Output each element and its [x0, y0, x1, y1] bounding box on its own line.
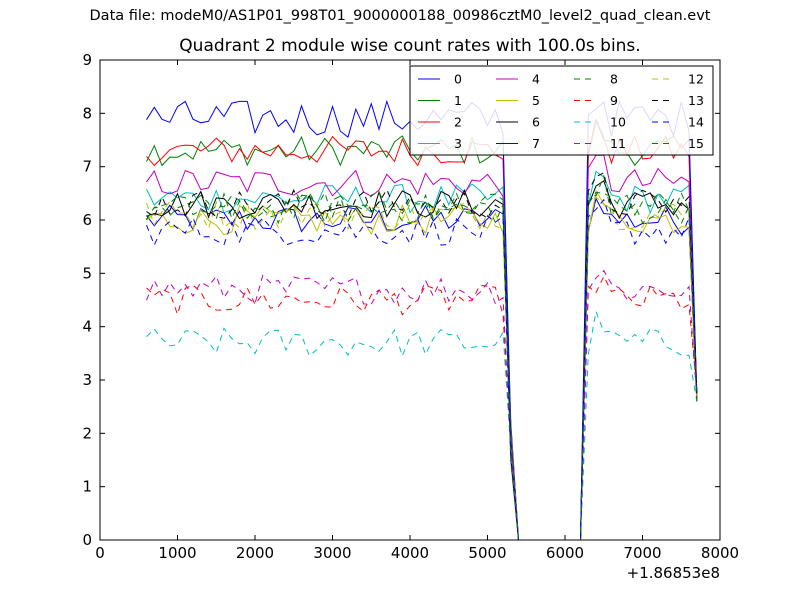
legend-label-14: 14	[688, 115, 704, 130]
series-line-15	[146, 191, 698, 541]
series-line-6	[146, 180, 698, 541]
legend-label-6: 6	[532, 115, 540, 130]
y-tick-label: 0	[82, 531, 92, 549]
legend-label-10: 10	[610, 115, 626, 130]
x-tick-label: 5000	[468, 544, 506, 562]
series-line-10	[146, 309, 698, 541]
y-tick-label: 3	[82, 371, 92, 389]
y-tick-label: 1	[82, 478, 92, 496]
series-line-7	[146, 99, 698, 541]
y-tick-label: 2	[82, 424, 92, 442]
legend-label-8: 8	[610, 72, 618, 87]
x-tick-label: 0	[95, 544, 105, 562]
legend-label-13: 13	[688, 93, 704, 108]
x-tick-label: 2000	[236, 544, 274, 562]
legend-label-3: 3	[454, 136, 462, 151]
series-line-12	[146, 195, 698, 541]
x-tick-label: 3000	[313, 544, 351, 562]
series-line-0	[146, 197, 698, 541]
legend-label-4: 4	[532, 72, 540, 87]
series-line-8	[146, 174, 698, 541]
x-axis-offset-label: +1.86853e8	[627, 564, 720, 582]
series-line-4	[146, 154, 698, 541]
y-tick-label: 4	[82, 318, 92, 336]
ticks-layer: 0 1000 2000 3000 4000 5000 6000 7000 80000123456…	[82, 51, 739, 562]
series-line-14	[146, 198, 698, 541]
legend-label-5: 5	[532, 93, 540, 108]
y-tick-label: 8	[82, 104, 92, 122]
series-line-9	[146, 275, 698, 541]
legend-label-2: 2	[454, 115, 462, 130]
legend-label-0: 0	[454, 72, 462, 87]
legend-label-7: 7	[532, 136, 540, 151]
x-tick-label: 4000	[391, 544, 429, 562]
legend-label-15: 15	[688, 136, 704, 151]
y-tick-label: 9	[82, 51, 92, 69]
chart-title: Quadrant 2 module wise count rates with …	[179, 36, 641, 56]
x-tick-label: 6000	[546, 544, 584, 562]
x-tick-label: 7000	[623, 544, 661, 562]
legend-label-9: 9	[610, 93, 618, 108]
y-tick-label: 7	[82, 158, 92, 176]
series-line-11	[146, 269, 698, 541]
figure-suptitle: Data file: modeM0/AS1P01_998T01_90000001…	[89, 8, 711, 24]
y-tick-label: 6	[82, 211, 92, 229]
legend-box	[409, 65, 714, 156]
y-tick-label: 5	[82, 264, 92, 282]
series-layer	[146, 99, 698, 541]
x-tick-label: 8000	[701, 544, 739, 562]
legend-label-12: 12	[688, 72, 704, 87]
legend-label-1: 1	[454, 93, 462, 108]
legend-label-11: 11	[610, 136, 626, 151]
x-tick-label: 1000	[158, 544, 196, 562]
series-line-5	[146, 189, 698, 541]
